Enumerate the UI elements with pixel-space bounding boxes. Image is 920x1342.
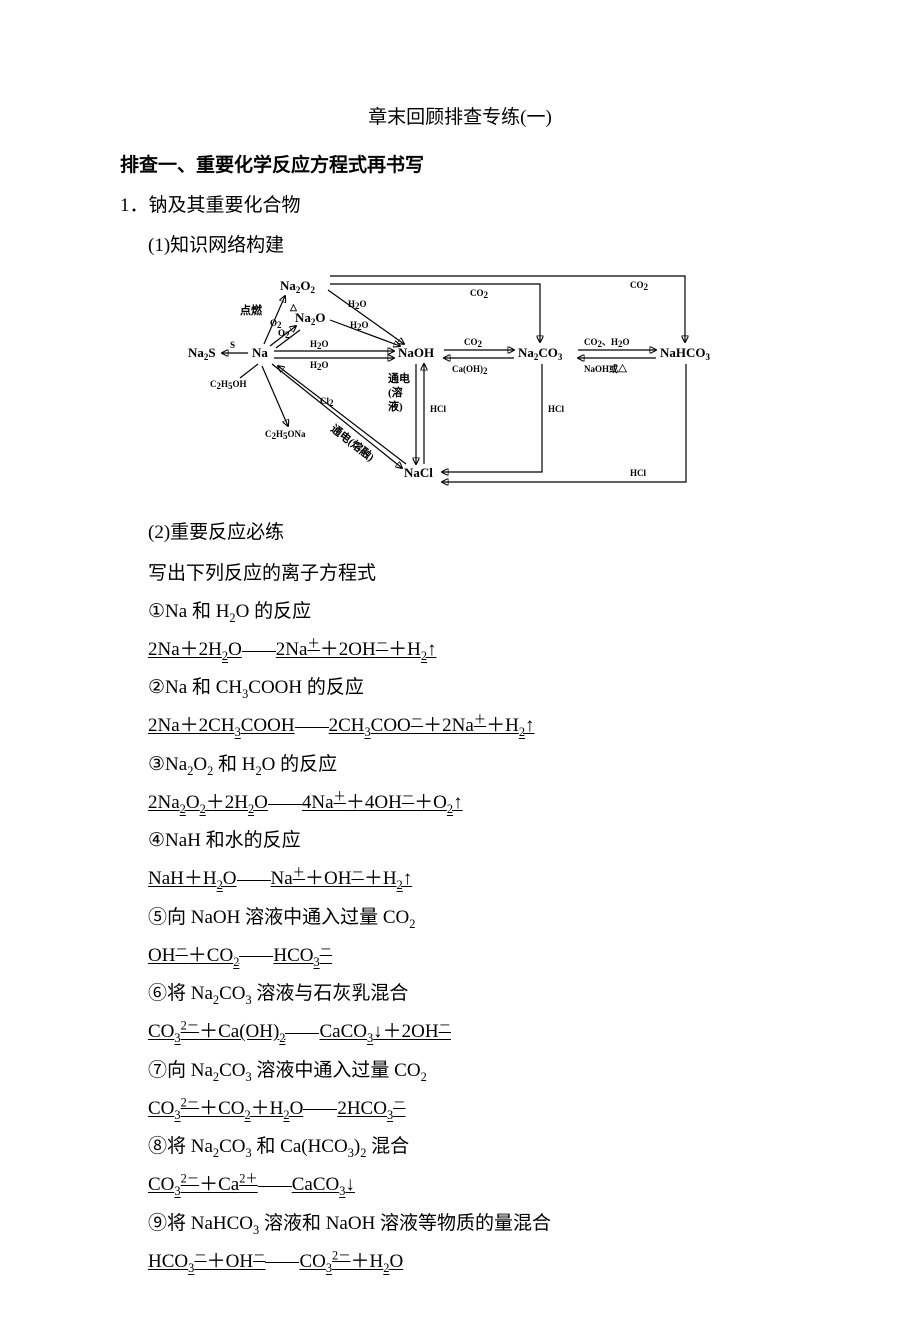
edge-h2o-4: H2O bbox=[350, 320, 369, 332]
edge-caoh2: Ca(OH)2 bbox=[452, 364, 488, 376]
reaction-7-label: ⑦向 Na2CO3 溶液中通入过量 CO2 bbox=[148, 1053, 800, 1089]
edge-elec-aq3: 液) bbox=[388, 399, 403, 413]
reaction-1-label: ①Na 和 H2O 的反应 bbox=[148, 594, 800, 630]
edge-co2-1: CO2 bbox=[464, 337, 483, 349]
reaction-8-equation: CO32－＋Ca2＋CaCO3↓ bbox=[148, 1167, 800, 1203]
edge-elec-aq1: 通电 bbox=[388, 371, 410, 385]
edge-hcl-3: HCl bbox=[630, 468, 647, 478]
reaction-6-equation: CO32－＋Ca(OH)2CaCO3↓＋2OH－ bbox=[148, 1014, 800, 1050]
node-na2s: Na2S bbox=[188, 345, 216, 362]
edge-h2o-3: H2O bbox=[348, 299, 367, 311]
edge-elec-aq2: (溶 bbox=[388, 385, 403, 399]
edge-hcl-2: HCl bbox=[548, 404, 565, 414]
section-heading: 排查一、重要化学反应方程式再书写 bbox=[120, 148, 800, 184]
reaction-2-equation: 2Na＋2CH3COOH2CH3COO－＋2Na＋＋H2↑ bbox=[148, 708, 800, 744]
edge-co2h2o: CO2、H2O bbox=[584, 337, 630, 349]
reaction-3-label: ③Na2O2 和 H2O 的反应 bbox=[148, 747, 800, 783]
reaction-4-equation: NaH＋H2ONa＋＋OH－＋H2↑ bbox=[148, 861, 800, 897]
edge-fire: 点燃 bbox=[240, 303, 263, 317]
page-title: 章末回顾排查专练(一) bbox=[120, 100, 800, 136]
sub-heading-1: (1)知识网络构建 bbox=[148, 228, 800, 264]
edge-h2o-1: H2O bbox=[310, 339, 329, 351]
reaction-3-equation: 2Na2O2＋2H2O4Na＋＋4OH－＋O2↑ bbox=[148, 785, 800, 821]
knowledge-network-diagram: Na2O2 Na2O Na2S Na NaOH Na2CO3 NaHCO3 C2… bbox=[120, 272, 800, 505]
edge-h2o-2: H2O bbox=[310, 360, 329, 372]
node-c2h5oh: C2H5OH bbox=[210, 379, 247, 391]
node-c2h5ona: C2H5ONa bbox=[265, 429, 306, 441]
reaction-5-label: ⑤向 NaOH 溶液中通入过量 CO2 bbox=[148, 900, 800, 936]
item-heading: 1．钠及其重要化合物 bbox=[120, 188, 800, 224]
reaction-9-label: ⑨将 NaHCO3 溶液和 NaOH 溶液等物质的量混合 bbox=[148, 1206, 800, 1242]
reaction-7-equation: CO32－＋CO2＋H2O2HCO3－ bbox=[148, 1091, 800, 1127]
node-na: Na bbox=[252, 345, 268, 360]
edge-hcl-1: HCl bbox=[430, 404, 447, 414]
reaction-9-equation: HCO3－＋OH－CO32－＋H2O bbox=[148, 1244, 800, 1280]
edge-s: S bbox=[230, 340, 235, 350]
reaction-8-label: ⑧将 Na2CO3 和 Ca(HCO3)2 混合 bbox=[148, 1129, 800, 1165]
node-nahco3: NaHCO3 bbox=[660, 345, 711, 362]
edge-tri: △ bbox=[289, 302, 298, 312]
reaction-1-equation: 2Na＋2H2O2Na＋＋2OH－＋H2↑ bbox=[148, 632, 800, 668]
reaction-4-label: ④NaH 和水的反应 bbox=[148, 823, 800, 859]
sub-heading-2: (2)重要反应必练 bbox=[148, 515, 800, 551]
node-na2o2: Na2O2 bbox=[280, 278, 316, 295]
reaction-2-label: ②Na 和 CH3COOH 的反应 bbox=[148, 670, 800, 706]
node-nacl: NaCl bbox=[404, 465, 433, 480]
edge-co2-top1: CO2 bbox=[470, 288, 489, 300]
reaction-6-label: ⑥将 Na2CO3 溶液与石灰乳混合 bbox=[148, 976, 800, 1012]
edge-cl2: Cl2 bbox=[320, 396, 334, 408]
node-naoh: NaOH bbox=[398, 345, 434, 360]
node-na2co3: Na2CO3 bbox=[518, 345, 563, 362]
node-na2o: Na2O bbox=[295, 310, 326, 327]
sub2-intro: 写出下列反应的离子方程式 bbox=[148, 556, 800, 592]
reaction-5-equation: OH－＋CO2HCO3－ bbox=[148, 938, 800, 974]
edge-co2-top2: CO2 bbox=[630, 280, 649, 292]
edge-naohtri: NaOH或△ bbox=[584, 363, 628, 374]
